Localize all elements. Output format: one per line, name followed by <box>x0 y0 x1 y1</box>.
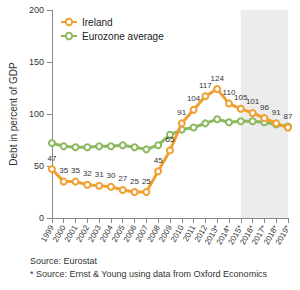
svg-text:2014*: 2014* <box>214 223 233 247</box>
svg-text:47: 47 <box>47 154 56 163</box>
svg-text:2000: 2000 <box>50 223 68 244</box>
svg-text:110: 110 <box>222 88 236 98</box>
svg-text:2008: 2008 <box>145 223 163 244</box>
svg-text:124: 124 <box>210 74 224 83</box>
svg-text:1999: 1999 <box>39 223 56 244</box>
svg-text:150: 150 <box>29 57 44 67</box>
svg-text:25: 25 <box>142 177 151 186</box>
svg-text:101: 101 <box>246 97 260 106</box>
svg-text:2009: 2009 <box>157 223 174 244</box>
svg-text:35: 35 <box>59 166 68 175</box>
svg-text:91: 91 <box>272 108 281 117</box>
svg-text:105: 105 <box>234 93 248 103</box>
svg-text:Debt in percent of GDP: Debt in percent of GDP <box>8 62 19 166</box>
svg-text:2018*: 2018* <box>261 223 281 247</box>
svg-text:50: 50 <box>34 161 44 171</box>
svg-text:2010: 2010 <box>169 223 186 244</box>
svg-text:100: 100 <box>29 109 44 119</box>
svg-text:91: 91 <box>177 108 186 117</box>
svg-text:45: 45 <box>154 156 163 165</box>
svg-text:2011: 2011 <box>181 223 198 244</box>
svg-text:35: 35 <box>71 166 80 175</box>
svg-text:2006: 2006 <box>121 223 139 244</box>
svg-text:Ireland: Ireland <box>82 17 113 28</box>
svg-text:27: 27 <box>118 174 127 183</box>
svg-text:25: 25 <box>130 177 139 186</box>
svg-text:104: 104 <box>187 94 201 103</box>
svg-text:2002: 2002 <box>74 223 92 244</box>
svg-text:2015*: 2015* <box>226 223 245 247</box>
svg-text:65: 65 <box>166 135 175 144</box>
svg-text:2019*: 2019* <box>274 224 292 247</box>
svg-text:* Source: Ernst & Young using: * Source: Ernst & Young using data from … <box>30 269 268 279</box>
svg-text:Eurozone average: Eurozone average <box>82 31 164 42</box>
svg-text:2013*: 2013* <box>202 223 222 247</box>
svg-text:200: 200 <box>29 5 44 15</box>
svg-text:0: 0 <box>39 213 44 223</box>
svg-text:Source: Eurostat: Source: Eurostat <box>30 256 98 266</box>
svg-text:32: 32 <box>83 169 92 178</box>
svg-text:2016*: 2016* <box>238 223 257 247</box>
svg-text:30: 30 <box>106 171 115 180</box>
svg-text:2004: 2004 <box>98 223 115 244</box>
svg-text:31: 31 <box>95 170 104 179</box>
svg-text:2005: 2005 <box>110 223 127 244</box>
svg-text:2012: 2012 <box>192 223 210 244</box>
svg-text:2003: 2003 <box>86 223 103 244</box>
svg-text:2007: 2007 <box>133 223 151 244</box>
svg-text:2001: 2001 <box>62 223 80 244</box>
svg-text:87: 87 <box>284 112 293 121</box>
svg-text:96: 96 <box>260 103 269 112</box>
svg-text:117: 117 <box>199 80 212 90</box>
svg-text:2017*: 2017* <box>250 223 269 247</box>
